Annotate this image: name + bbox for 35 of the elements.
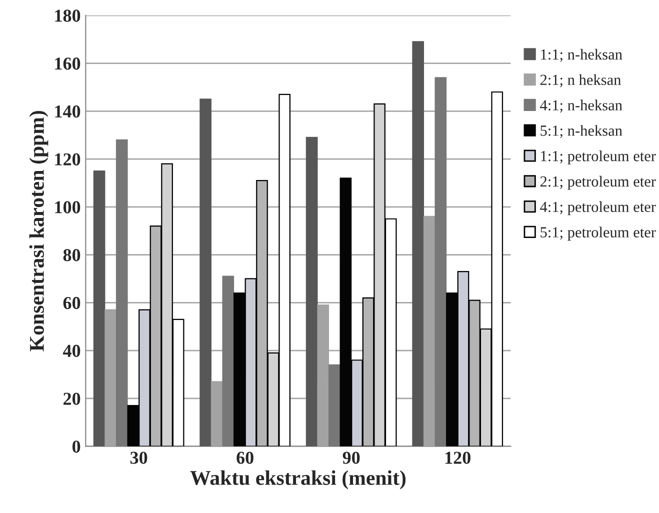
bar	[434, 77, 447, 446]
legend-label: 1:1; n-heksan	[541, 48, 622, 62]
bar	[116, 139, 128, 446]
bar	[104, 309, 116, 446]
x-axis-title: Waktu ekstraksi (menit)	[190, 470, 406, 490]
y-tick-label: 40	[63, 344, 80, 357]
y-tick-label: 120	[55, 153, 80, 166]
y-tick-label: 20	[64, 392, 80, 405]
y-tick-label: 140	[55, 105, 80, 118]
y-axis-title: Konsentrasi karoten (ppm)	[29, 110, 48, 352]
y-tick-label: 0	[72, 440, 80, 453]
legend-label: 5:1; petroleum eter	[540, 226, 656, 241]
x-tick-label: 60	[236, 452, 254, 464]
bar	[412, 41, 424, 446]
legend-label: 2:1; petroleum eter	[540, 176, 656, 190]
bar	[200, 98, 212, 446]
legend-label: 4:1; petroleum eter	[540, 201, 656, 216]
y-tick-label: 60	[63, 296, 80, 310]
y-tick-label: 80	[63, 249, 80, 262]
bar	[328, 364, 340, 446]
y-tick-label: 100	[55, 201, 80, 214]
legend-label: 2:1; n heksan	[540, 74, 621, 88]
bar	[210, 381, 223, 446]
y-tick-label: 160	[55, 58, 80, 70]
bar	[306, 136, 318, 446]
x-tick-label: 30	[130, 452, 148, 464]
legend-label: 4:1; n-heksan	[540, 100, 622, 113]
bar	[423, 216, 436, 446]
x-tick-label: 120	[446, 452, 470, 464]
x-tick-label: 90	[342, 452, 360, 464]
y-tick-label: 180	[55, 10, 80, 22]
legend-label: 5:1; n-heksan	[540, 125, 622, 138]
legend-label: 1:1; petroleum eter	[541, 150, 656, 164]
bar	[222, 276, 234, 446]
bar	[93, 170, 106, 446]
